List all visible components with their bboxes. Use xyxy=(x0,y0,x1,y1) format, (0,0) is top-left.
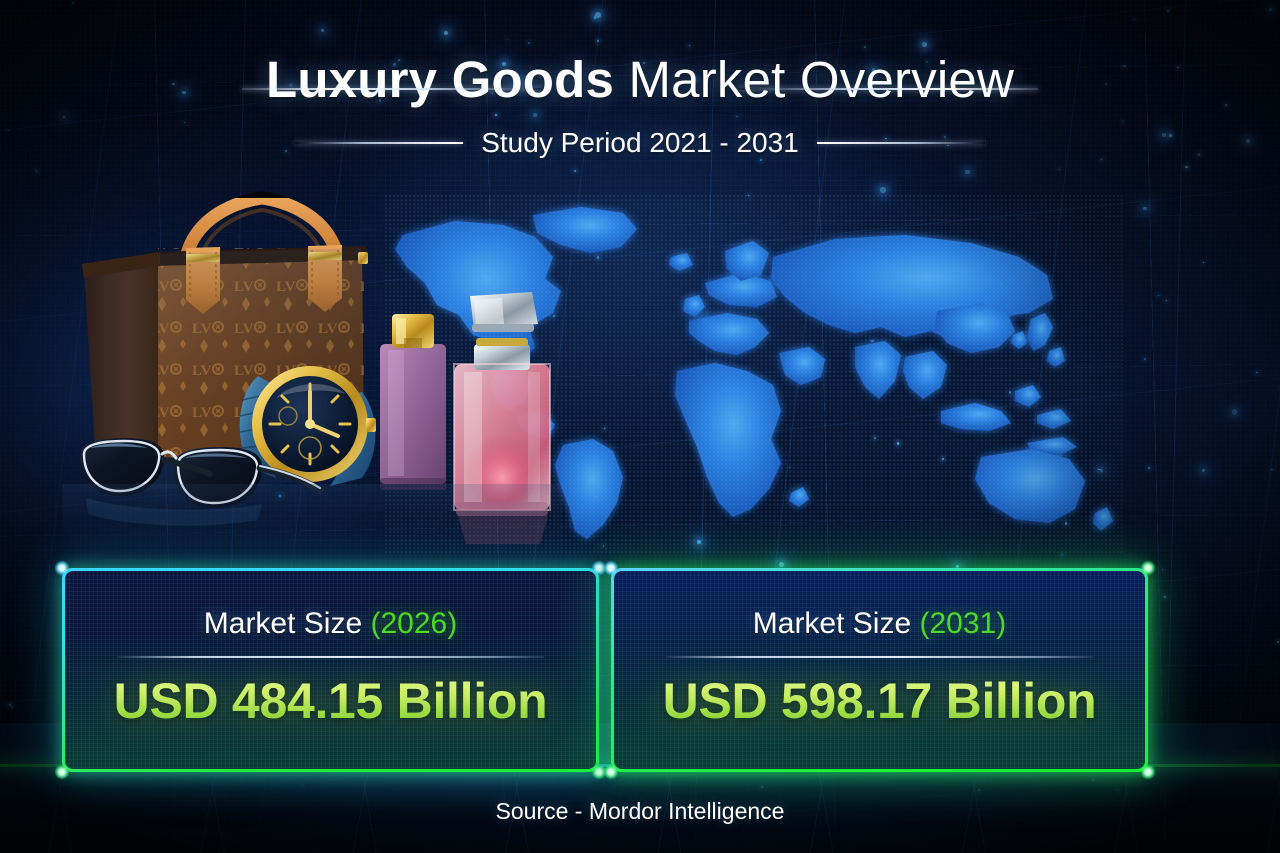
title-strong: Luxury Goods xyxy=(265,51,615,108)
card-node-top-left xyxy=(604,561,618,575)
card-label-text-2026: Market Size xyxy=(203,606,363,640)
card-frame-2031 xyxy=(611,568,1148,772)
card-body-2026: Market Size (2026) USD 484.15 Billion xyxy=(62,568,599,772)
market-size-card-2026[interactable]: Market Size (2026) USD 484.15 Billion xyxy=(55,561,606,779)
card-label-text-2031: Market Size xyxy=(752,606,912,640)
card-node-top-left xyxy=(55,561,69,575)
card-year-2026: (2026) xyxy=(370,606,458,640)
card-node-bottom-right xyxy=(1141,765,1155,779)
card-divider-2031 xyxy=(666,655,1093,658)
card-node-bottom-left xyxy=(55,765,69,779)
subtitle-row: Study Period 2021 - 2031 xyxy=(0,127,1280,159)
card-divider-2026 xyxy=(117,655,544,658)
card-year-2031: (2031) xyxy=(919,606,1007,640)
market-size-card-2031[interactable]: Market Size (2031) USD 598.17 Billion xyxy=(604,561,1155,779)
card-node-bottom-right xyxy=(592,765,606,779)
source-attribution: Source - Mordor Intelligence xyxy=(495,798,785,824)
card-surface-2026 xyxy=(65,571,596,769)
card-value-2031: USD 598.17 Billion xyxy=(662,672,1097,729)
card-mesh-2031 xyxy=(614,571,1145,769)
subtitle-rule-right xyxy=(816,142,985,145)
card-frame-2026 xyxy=(62,568,599,772)
card-node-top-right xyxy=(1141,561,1155,575)
perfume-bottle-purple xyxy=(380,314,446,490)
card-node-top-right xyxy=(592,561,606,575)
title-rule-right xyxy=(738,88,1039,90)
header: Luxury Goods Market Overview Study Perio… xyxy=(0,52,1280,159)
card-body-2031: Market Size (2031) USD 598.17 Billion xyxy=(611,568,1148,772)
title-rule-left xyxy=(241,88,542,90)
card-label-2026: Market Size (2026) xyxy=(204,607,457,641)
card-surface-2031 xyxy=(614,571,1145,769)
card-mesh-2026 xyxy=(65,571,596,769)
page-title: Luxury Goods Market Overview xyxy=(266,52,1014,107)
title-light: Market Overview xyxy=(628,51,1015,108)
subtitle-rule-left xyxy=(295,142,464,145)
card-node-bottom-left xyxy=(604,765,618,779)
market-size-cards: Market Size (2026) USD 484.15 Billion Ma… xyxy=(55,561,1155,779)
study-period-subtitle: Study Period 2021 - 2031 xyxy=(481,127,799,159)
card-value-2026: USD 484.15 Billion xyxy=(113,672,548,729)
product-cluster: LV xyxy=(62,148,562,568)
wristwatch xyxy=(239,366,376,486)
card-label-2031: Market Size (2031) xyxy=(753,607,1006,641)
